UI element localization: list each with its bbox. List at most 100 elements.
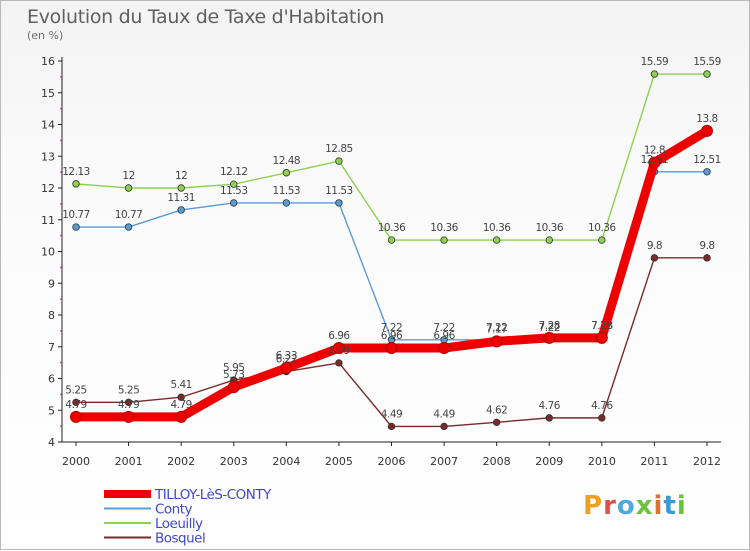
y-tick-label: 6 [48,373,55,386]
y-minor-tick [60,361,62,364]
data-point [492,418,501,427]
legend-label: Conty [155,502,193,518]
x-tick-label: 2010 [588,455,616,468]
data-label: 6.96 [433,330,455,342]
y-tick-label: 15 [41,87,55,100]
data-label: 12.51 [693,154,721,166]
y-minor-tick [60,329,62,332]
data-label: 11.53 [273,185,301,197]
data-label: 9.8 [699,240,714,252]
data-point [598,414,606,422]
data-point [72,180,80,188]
data-label: 12.51 [641,154,669,166]
y-minor-tick [60,298,62,301]
data-point [175,410,188,423]
data-label: 4.79 [118,399,139,411]
data-point [703,70,711,78]
data-label: 7.22 [486,322,507,334]
data-point [230,180,238,188]
data-point [492,236,501,244]
chart-title: Evolution du Taux de Taxe d'Habitation [27,6,385,28]
data-point [72,398,80,407]
series-line-tilloy-l-s-conty [71,126,712,422]
data-label: 4.49 [433,408,454,420]
data-label: 12.13 [62,166,90,178]
data-label: 10.36 [378,222,406,234]
x-tick-label: 2008 [483,455,511,468]
data-point [385,342,398,355]
y-tick-label: 14 [41,119,55,132]
data-point [227,381,240,394]
data-label: 12 [122,170,134,182]
data-point [440,422,448,431]
data-label: 6.33 [276,350,297,362]
data-point [545,414,553,422]
x-tick-label: 2005 [325,455,353,468]
data-point [72,223,80,231]
x-tick-label: 2002 [167,455,195,468]
data-label: 10.36 [535,222,563,234]
data-label: 9.8 [647,240,662,252]
data-label: 10.77 [62,209,90,221]
x-tick-label: 2006 [378,455,406,468]
data-label: 11.53 [325,185,353,197]
x-tick-label: 2012 [693,455,721,468]
x-tick-label: 2003 [220,455,248,468]
y-minor-tick [60,139,62,142]
data-label: 7.22 [433,322,454,334]
proxiti-logo: Proxiti [583,491,687,521]
data-point [598,236,606,244]
data-label: 11.53 [220,185,248,197]
data-point [177,393,185,401]
data-point [703,254,711,262]
x-tick-label: 2007 [430,455,458,468]
data-point [701,124,713,137]
data-point [387,236,396,244]
y-minor-tick [60,202,62,205]
data-point [332,342,345,355]
data-label: 4.79 [65,399,86,411]
y-minor-tick [60,393,62,396]
data-label: 7.28 [591,320,612,332]
data-label: 4.76 [591,400,613,412]
x-tick-label: 2001 [115,455,143,468]
y-minor-tick [60,107,62,110]
y-minor-tick [60,425,62,428]
data-label: 7.22 [539,322,560,334]
data-point [650,70,659,78]
data-label: 6.96 [328,330,350,342]
data-point [595,331,608,344]
data-label: 12.85 [325,143,353,155]
data-label: 11.31 [167,192,195,204]
y-tick-label: 16 [41,55,55,68]
data-label: 10.36 [430,222,458,234]
y-tick-label: 7 [48,341,55,354]
data-point [280,362,293,375]
data-point [335,199,343,207]
y-minor-tick [60,171,62,174]
x-tick-label: 2011 [640,455,668,468]
data-label: 5.25 [65,384,86,396]
data-point [490,335,503,348]
data-point [124,184,133,192]
x-tick-label: 2004 [272,455,300,468]
data-point [543,331,556,344]
data-label: 12.48 [273,155,301,167]
data-label: 6.96 [381,330,403,342]
data-label: 12.8 [644,145,665,157]
series-line-loeuilly [75,73,708,241]
data-point [440,236,448,244]
data-point [122,410,135,423]
data-label: 12.12 [220,166,248,178]
data-label: 7.28 [591,320,612,332]
data-point [230,199,238,207]
x-tick-label: 2000 [62,455,90,468]
y-tick-label: 4 [48,436,55,449]
y-tick-label: 5 [48,404,55,417]
data-label: 4.62 [486,404,507,416]
y-tick-label: 11 [41,214,55,227]
data-point [545,236,553,244]
data-point [387,422,396,431]
data-label: 4.76 [539,400,561,412]
